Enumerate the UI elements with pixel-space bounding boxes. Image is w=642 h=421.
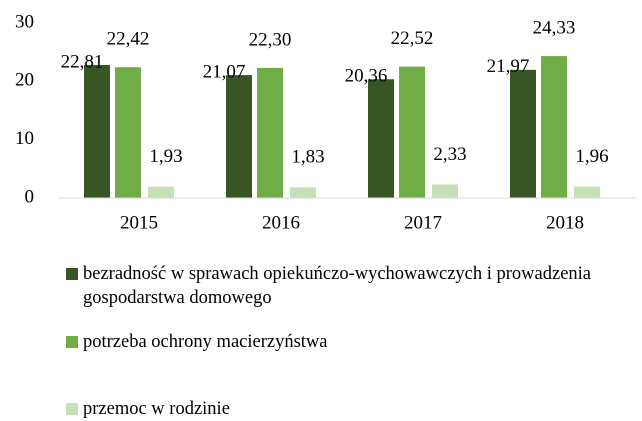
data-label: 24,33	[533, 17, 576, 38]
data-label: 2,33	[433, 144, 466, 165]
legend-label: bezradność w sprawach opiekuńczo-wychowa…	[83, 264, 592, 308]
bar	[226, 75, 252, 198]
legend-item: bezradność w sprawach opiekuńczo-wychowa…	[66, 262, 626, 310]
legend-item: przemoc w rodzinie	[66, 397, 626, 421]
bar	[510, 69, 536, 198]
data-label: 1,96	[575, 146, 608, 167]
x-tick-label: 2017	[404, 212, 442, 233]
data-label: 20,36	[345, 66, 388, 87]
legend-label: przemoc w rodzinie	[83, 399, 230, 419]
bar	[574, 186, 600, 198]
data-label: 21,07	[203, 61, 246, 82]
bar	[368, 79, 394, 198]
x-tick-label: 2015	[120, 212, 158, 233]
data-label: 22,81	[61, 51, 104, 72]
legend-item: potrzeba ochrony macierzyństwa	[66, 330, 626, 354]
bar	[84, 64, 110, 198]
bar	[148, 186, 174, 198]
y-tick-label: 10	[15, 128, 34, 149]
legend-label: potrzeba ochrony macierzyństwa	[83, 332, 328, 352]
bar	[541, 56, 567, 199]
data-label: 22,52	[391, 28, 434, 49]
legend-swatch	[66, 403, 78, 415]
y-tick-label: 0	[25, 186, 35, 207]
y-tick-label: 30	[15, 11, 34, 32]
data-label: 21,97	[487, 56, 530, 77]
data-label: 22,42	[107, 29, 150, 50]
x-tick-label: 2016	[262, 212, 300, 233]
data-label: 1,83	[291, 147, 324, 168]
bar	[257, 67, 283, 199]
bar	[432, 184, 458, 198]
bar	[290, 187, 316, 198]
legend-swatch	[66, 336, 78, 348]
legend-swatch	[66, 268, 78, 280]
bar	[115, 67, 141, 198]
bar	[399, 66, 425, 198]
x-tick-label: 2018	[546, 212, 584, 233]
data-label: 1,93	[149, 146, 182, 167]
data-label: 22,30	[249, 29, 292, 50]
y-tick-label: 20	[15, 70, 34, 91]
